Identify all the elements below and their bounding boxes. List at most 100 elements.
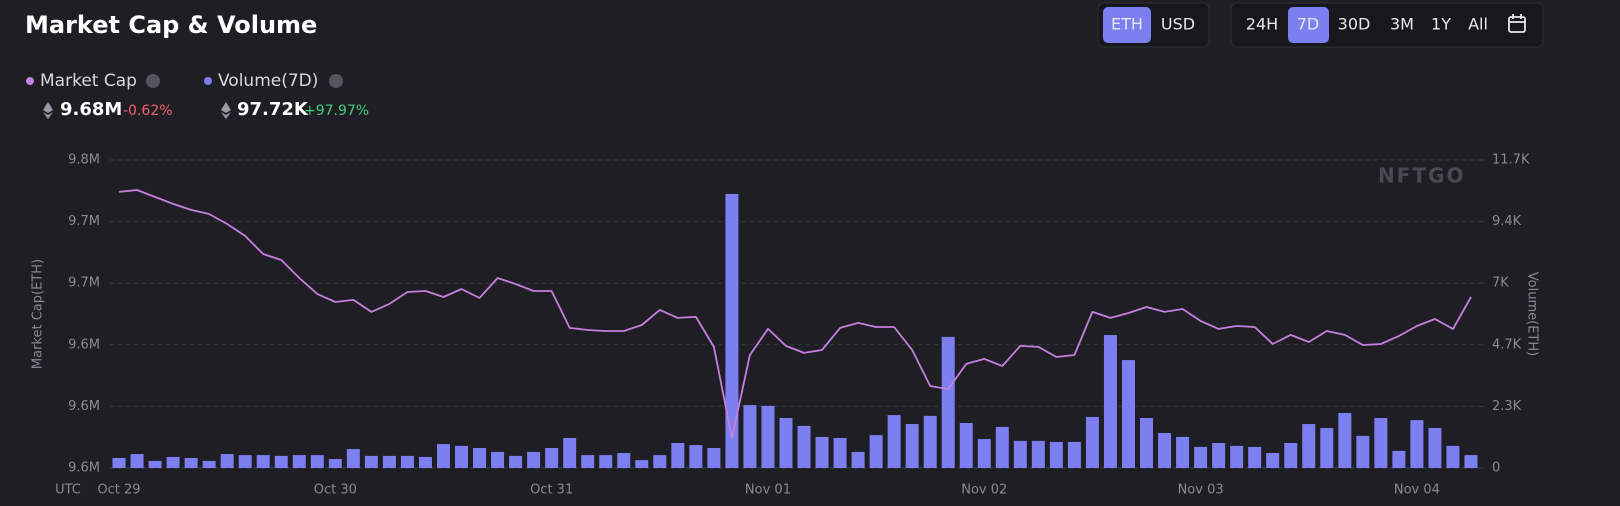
stat-change: +97.97% [304,103,369,119]
currency-button[interactable]: USD [1161,15,1195,34]
range-button[interactable]: 7D [1297,15,1320,34]
bar [581,455,595,468]
y2-tick-label: 0 [1492,461,1500,476]
x-tick-label: Nov 01 [745,483,791,498]
watermark: NFTGO [1378,164,1465,188]
bar [1121,360,1135,468]
bar [1464,455,1478,468]
range-button[interactable]: 30D [1338,15,1371,34]
bar [364,455,378,468]
bar [761,405,775,468]
bar [1446,445,1460,468]
currency-selected [1103,7,1151,43]
bar [292,455,306,468]
y-tick-label: 9.7M [68,214,100,229]
bar [1428,427,1442,468]
y2-axis-title: Volume(ETH) [1525,272,1540,356]
bar [382,455,396,468]
bar [1266,452,1280,468]
bar [671,442,685,468]
info-icon[interactable] [146,74,160,88]
info-icon[interactable] [329,74,343,88]
bar [1103,335,1117,468]
eth-icon [221,102,231,119]
bar [1194,446,1208,468]
bar [707,447,721,468]
bar [923,415,937,468]
x-tick-label: Oct 29 [97,483,140,498]
bar [509,455,523,468]
range-button[interactable]: 3M [1390,15,1414,34]
x-tick-label: Nov 03 [1178,483,1224,498]
x-axis-title: UTC [55,483,81,498]
bar [220,454,234,468]
bar [1230,445,1244,468]
x-tick-label: Oct 30 [314,483,357,498]
bar [1049,441,1063,468]
bar [959,422,973,468]
bar [617,452,631,468]
bar [184,457,198,468]
bar [635,460,649,468]
bar [995,426,1009,468]
y2-tick-label: 11.7K [1492,153,1530,168]
bar [743,405,757,468]
line [118,189,1472,439]
legend-label: Market Cap [40,71,137,91]
bar [491,451,505,468]
bar [797,425,811,468]
bar [563,437,577,468]
bar [977,439,991,468]
bar [545,447,559,468]
bar [202,460,216,468]
legend-dot [26,77,34,85]
range-button[interactable]: 24H [1246,15,1278,34]
bar [1067,441,1081,468]
stat-change: -0.62% [123,103,173,119]
x-tick-label: Nov 02 [961,483,1007,498]
bar [1031,440,1045,468]
bar [887,415,901,468]
bar [455,445,469,468]
eth-icon [43,102,53,119]
bar [815,436,829,468]
bar [1248,446,1262,468]
bar [112,457,126,468]
bar [1356,435,1370,468]
bar [1392,450,1406,468]
bar [274,455,288,468]
bar [599,455,613,468]
x-tick-label: Oct 31 [530,483,573,498]
bar [1302,424,1316,468]
x-tick-label: Nov 04 [1394,483,1440,498]
bar [1212,442,1226,468]
bar [725,193,739,468]
bar [1338,412,1352,468]
range-button[interactable]: All [1468,15,1488,34]
bar [1176,436,1190,468]
bar [436,444,450,468]
bar [1085,416,1099,468]
bar [1284,442,1298,468]
calendar-icon[interactable] [1508,14,1526,33]
bar [941,336,955,468]
currency-button[interactable]: ETH [1111,15,1143,34]
y-tick-label: 9.6M [68,337,100,352]
range-button[interactable]: 1Y [1431,15,1451,34]
y2-tick-label: 7K [1492,276,1509,291]
bar [905,424,919,468]
y-tick-label: 9.6M [68,461,100,476]
bar [1158,432,1172,468]
bar [400,455,414,468]
bar [166,456,180,468]
bar [1374,417,1388,468]
y-tick-label: 9.8M [68,153,100,168]
bar [1013,440,1027,468]
bar [1320,427,1334,468]
bar [689,445,703,468]
stat-value: 97.72K [237,99,309,120]
bar [1140,417,1154,468]
bar [869,435,883,468]
